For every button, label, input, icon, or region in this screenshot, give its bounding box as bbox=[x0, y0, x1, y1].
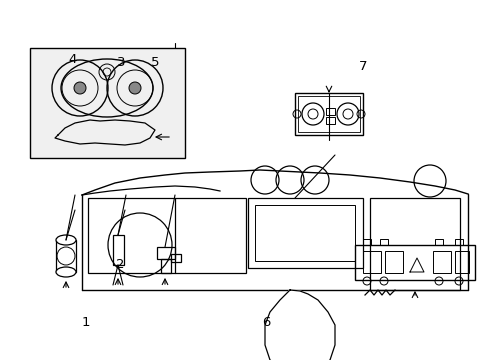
Bar bbox=[113, 235, 124, 265]
Text: 1: 1 bbox=[81, 316, 90, 329]
Bar bbox=[362, 239, 370, 245]
Ellipse shape bbox=[56, 235, 76, 245]
Bar bbox=[247, 198, 362, 268]
Bar bbox=[88, 198, 245, 273]
Text: 6: 6 bbox=[262, 316, 270, 329]
Polygon shape bbox=[264, 290, 334, 360]
Bar bbox=[294, 93, 362, 135]
Bar bbox=[254, 205, 354, 261]
Bar bbox=[56, 240, 76, 272]
Bar bbox=[454, 239, 462, 245]
Text: 4: 4 bbox=[68, 53, 77, 66]
Bar bbox=[369, 198, 459, 290]
Text: 5: 5 bbox=[151, 57, 160, 69]
Bar bbox=[379, 239, 387, 245]
Bar bbox=[432, 251, 450, 273]
Bar bbox=[434, 239, 442, 245]
Bar bbox=[325, 117, 334, 124]
Bar bbox=[384, 251, 402, 273]
Bar bbox=[325, 108, 334, 115]
Bar bbox=[171, 254, 181, 262]
Bar bbox=[30, 48, 184, 158]
Text: 2: 2 bbox=[115, 258, 124, 271]
Bar bbox=[454, 251, 468, 273]
Circle shape bbox=[74, 82, 86, 94]
Bar bbox=[297, 96, 359, 132]
Text: 7: 7 bbox=[358, 60, 366, 73]
Ellipse shape bbox=[56, 267, 76, 277]
Circle shape bbox=[129, 82, 141, 94]
Bar bbox=[354, 245, 474, 280]
Bar bbox=[161, 259, 171, 273]
Bar bbox=[362, 251, 380, 273]
Text: 3: 3 bbox=[117, 57, 125, 69]
Bar bbox=[157, 247, 175, 259]
